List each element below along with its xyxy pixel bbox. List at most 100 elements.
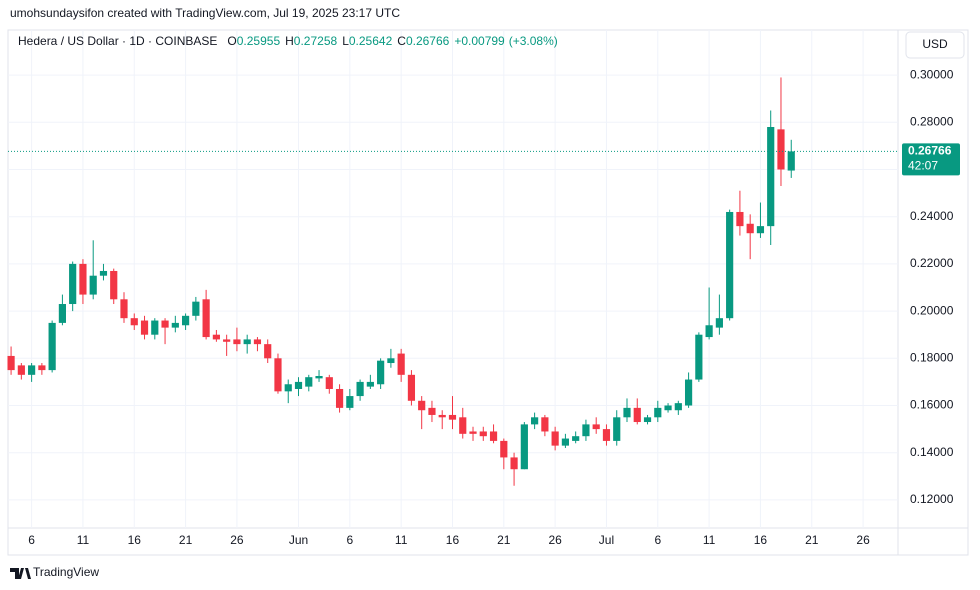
candle-body: [223, 339, 231, 342]
candles: [7, 77, 795, 486]
ohlc-value: 0.25955: [237, 34, 281, 48]
ohlc-value: 0.27258: [294, 34, 338, 48]
candle-body: [69, 263, 77, 305]
legend: Hedera / US Dollar · 1D · COINBASE O0.259…: [18, 34, 558, 48]
candle-body: [284, 384, 292, 392]
x-tick-label: 6: [654, 533, 661, 547]
candle-body: [7, 355, 15, 371]
x-tick-label: 16: [446, 533, 460, 547]
candle-body: [325, 377, 333, 389]
candle-body: [264, 344, 272, 359]
y-tick-label: 0.18000: [910, 350, 954, 364]
candle-body: [202, 299, 210, 338]
candle-body: [110, 270, 118, 300]
candle-body: [767, 127, 775, 227]
candle-body: [654, 407, 662, 418]
candle-body: [613, 417, 621, 441]
candle-body: [38, 365, 46, 371]
candle-body: [695, 334, 703, 380]
candle-body: [746, 223, 754, 234]
ohlc-key: C: [397, 34, 406, 48]
candle-body: [551, 431, 559, 446]
candle-body: [233, 339, 241, 345]
chart-frame: [7, 29, 969, 556]
candle-body: [541, 417, 549, 432]
candle-body: [17, 365, 25, 375]
candle-body: [305, 377, 313, 387]
candle-body: [489, 431, 498, 441]
candle-body: [459, 417, 467, 434]
candle-body: [243, 339, 251, 345]
currency-button[interactable]: [905, 31, 965, 59]
candle-body: [48, 322, 56, 371]
candle-body: [89, 275, 97, 295]
candle-body: [520, 424, 528, 470]
candle-body: [356, 381, 364, 397]
candle-body: [315, 376, 323, 379]
watermark: TradingView: [10, 565, 99, 579]
candle-body: [726, 211, 734, 319]
candle-body: [479, 431, 487, 437]
candle-body: [561, 438, 569, 446]
candle-body: [510, 457, 518, 470]
y-tick-label: 0.14000: [910, 445, 954, 459]
y-tick-label: 0.30000: [910, 67, 954, 81]
x-tick-label: 11: [77, 533, 90, 547]
countdown: 42:07: [908, 159, 938, 173]
candle-body: [192, 301, 200, 316]
x-tick-label: 6: [346, 533, 353, 547]
candle-body: [469, 431, 477, 434]
candle-body: [120, 299, 128, 319]
x-tick-label: Jun: [289, 533, 308, 547]
ohlc-key: L: [342, 34, 349, 48]
candle-body: [418, 400, 426, 411]
last-price-label: 0.26766: [908, 144, 952, 158]
y-tick-label: 0.12000: [910, 492, 954, 506]
symbol-title: Hedera / US Dollar · 1D · COINBASE: [18, 34, 217, 48]
candle-body: [58, 304, 66, 323]
y-tick-label: 0.28000: [910, 114, 954, 128]
candle-body: [407, 374, 416, 401]
watermark-text: TradingView: [33, 565, 99, 579]
candle-body: [684, 379, 693, 406]
candle-body: [335, 388, 344, 408]
candle-body: [140, 320, 149, 335]
x-tick-label: 21: [179, 533, 193, 547]
candle-body: [161, 320, 169, 328]
ohlc-key: H: [285, 34, 294, 48]
credit: umohsundaysifon created with TradingView…: [10, 6, 400, 20]
candle-body: [633, 407, 641, 423]
y-tick-label: 0.20000: [910, 303, 954, 317]
candle-body: [181, 315, 190, 326]
ohlc-key: O: [227, 34, 236, 48]
candle-body: [99, 270, 108, 276]
candle-body: [387, 358, 395, 364]
candle-body: [602, 429, 611, 441]
y-tick-label: 0.22000: [910, 256, 954, 270]
candle-body: [274, 358, 282, 392]
candle-body: [756, 226, 765, 234]
candle-body: [366, 381, 374, 387]
candle-body: [28, 365, 36, 375]
candle-body: [572, 436, 580, 441]
candle-body: [582, 424, 590, 437]
candle-body: [79, 263, 87, 295]
candle-body: [212, 334, 220, 340]
x-tick-label: 16: [754, 533, 768, 547]
candle-body: [151, 320, 159, 335]
candle-body: [346, 396, 354, 408]
candle-body: [623, 407, 631, 418]
legend-line: Hedera / US Dollar · 1D · COINBASE O0.259…: [18, 34, 558, 48]
candle-body: [377, 360, 385, 385]
candle-body: [253, 339, 262, 345]
change-percent: (+3.08%): [509, 34, 558, 48]
y-tick-label: 0.24000: [910, 209, 954, 223]
x-tick-label: 11: [395, 533, 408, 547]
candle-body: [777, 129, 785, 170]
candle-body: [428, 407, 436, 415]
last-price-tag: [902, 143, 960, 176]
logo: [10, 568, 31, 579]
candle-body: [397, 353, 405, 375]
